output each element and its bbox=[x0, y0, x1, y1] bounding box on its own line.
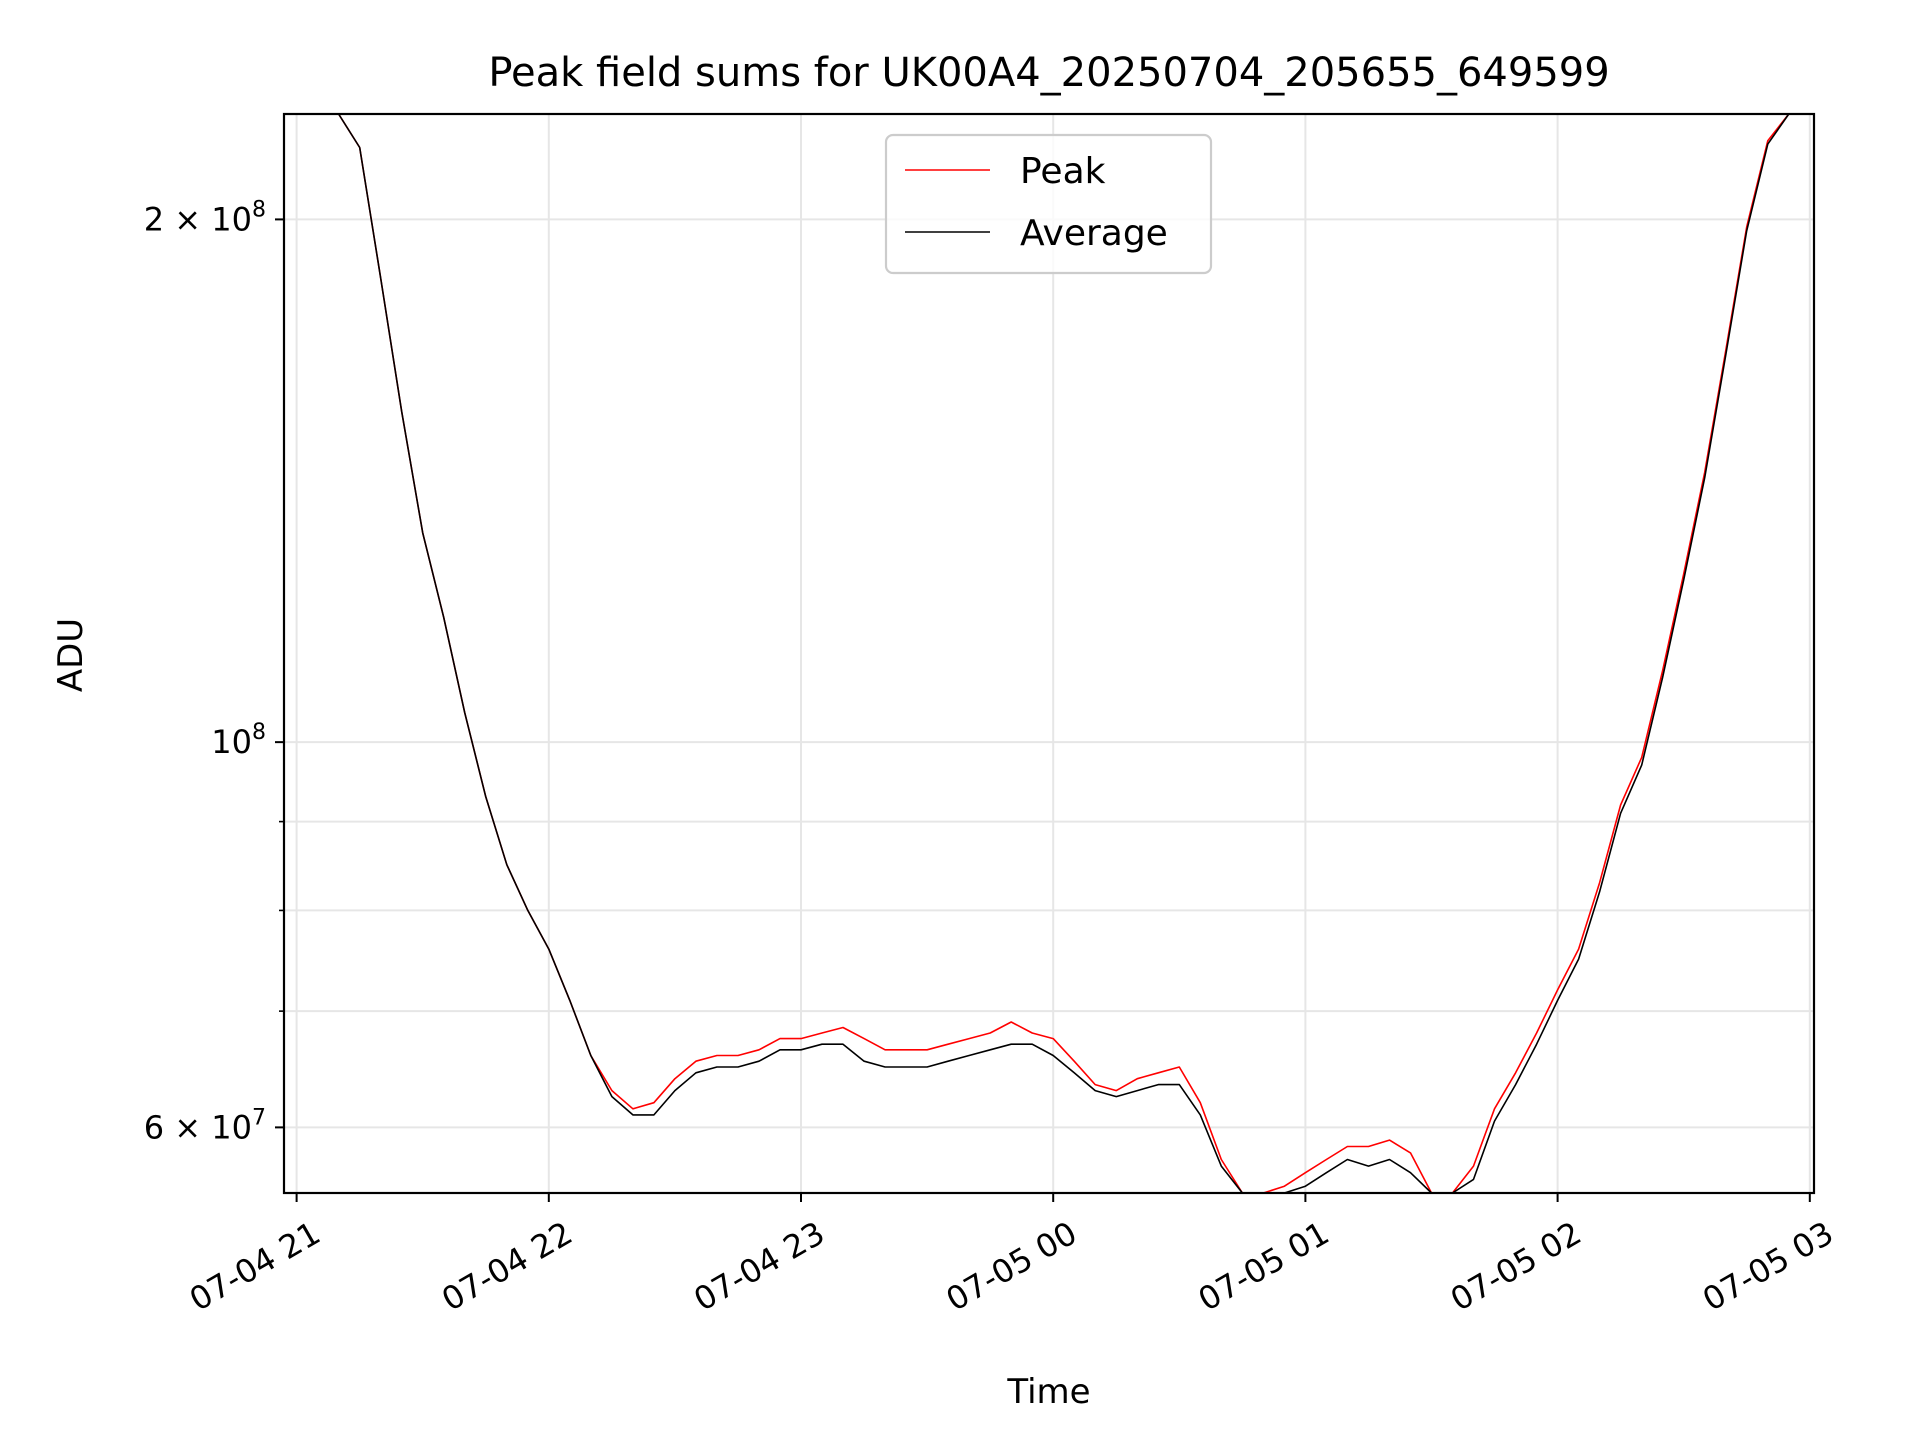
x-axis-label: Time bbox=[1006, 1372, 1090, 1412]
plot-series bbox=[284, 113, 1810, 1194]
y-axis-label: ADU bbox=[51, 618, 91, 692]
y-tick-label: 6 × 107 bbox=[144, 1105, 266, 1146]
legend-average-label: Average bbox=[1020, 213, 1168, 254]
series-line-average bbox=[284, 113, 1810, 1194]
legend-peak-label: Peak bbox=[1020, 151, 1106, 192]
y-tick-label: 108 bbox=[211, 720, 266, 761]
legend: Peak Average bbox=[884, 133, 1213, 275]
plot-frame bbox=[282, 112, 1816, 1195]
chart-title: Peak field sums for UK00A4_20250704_2056… bbox=[488, 50, 1609, 96]
y-tick-label: 2 × 108 bbox=[144, 197, 266, 238]
